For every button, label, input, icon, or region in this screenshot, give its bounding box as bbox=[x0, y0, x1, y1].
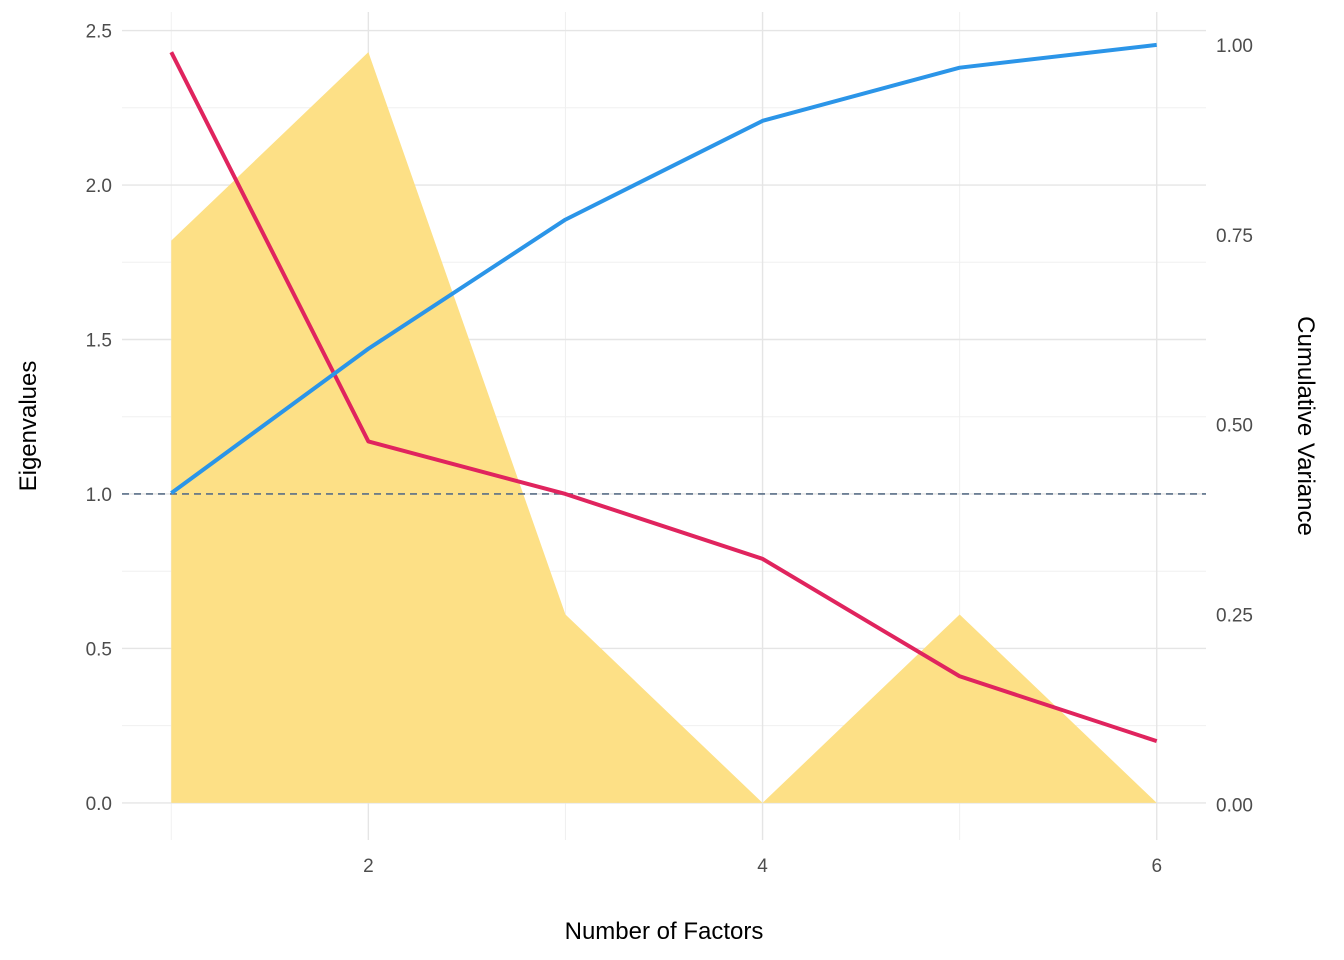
y-tick-label: 1.5 bbox=[86, 330, 112, 351]
x-tick-label: 2 bbox=[363, 856, 374, 877]
y2-tick-label: 0.00 bbox=[1216, 796, 1253, 817]
y-tick-label: 0.5 bbox=[86, 639, 112, 660]
x-axis-title: Number of Factors bbox=[565, 918, 764, 945]
line-series-2 bbox=[170, 42, 1157, 495]
y-tick-label: 2.5 bbox=[86, 22, 112, 43]
y2-tick-label: 0.50 bbox=[1216, 416, 1253, 437]
area-series-0 bbox=[171, 52, 1157, 803]
x-tick-label: 6 bbox=[1151, 856, 1162, 877]
area-layer bbox=[171, 52, 1157, 803]
x-tick-label: 4 bbox=[757, 856, 768, 877]
axis-labels: 0.0 0.5 1.0 1.5 2.0 2.5 0.00 0.25 0.50 0.75 1.00 2 4… bbox=[86, 22, 1253, 877]
y-tick-label: 2.0 bbox=[86, 176, 112, 197]
y2-axis-title: Cumulative Variance bbox=[1292, 316, 1319, 536]
y-axis-title: Eigenvalues bbox=[15, 361, 42, 492]
y-tick-label: 1.0 bbox=[86, 485, 112, 506]
y2-tick-label: 0.25 bbox=[1216, 606, 1253, 627]
y-tick-label: 0.0 bbox=[86, 794, 112, 815]
y2-tick-label: 1.00 bbox=[1216, 36, 1253, 57]
lines-layer bbox=[169, 42, 1158, 744]
y2-tick-label: 0.75 bbox=[1216, 226, 1253, 247]
line-series-1 bbox=[169, 51, 1158, 744]
